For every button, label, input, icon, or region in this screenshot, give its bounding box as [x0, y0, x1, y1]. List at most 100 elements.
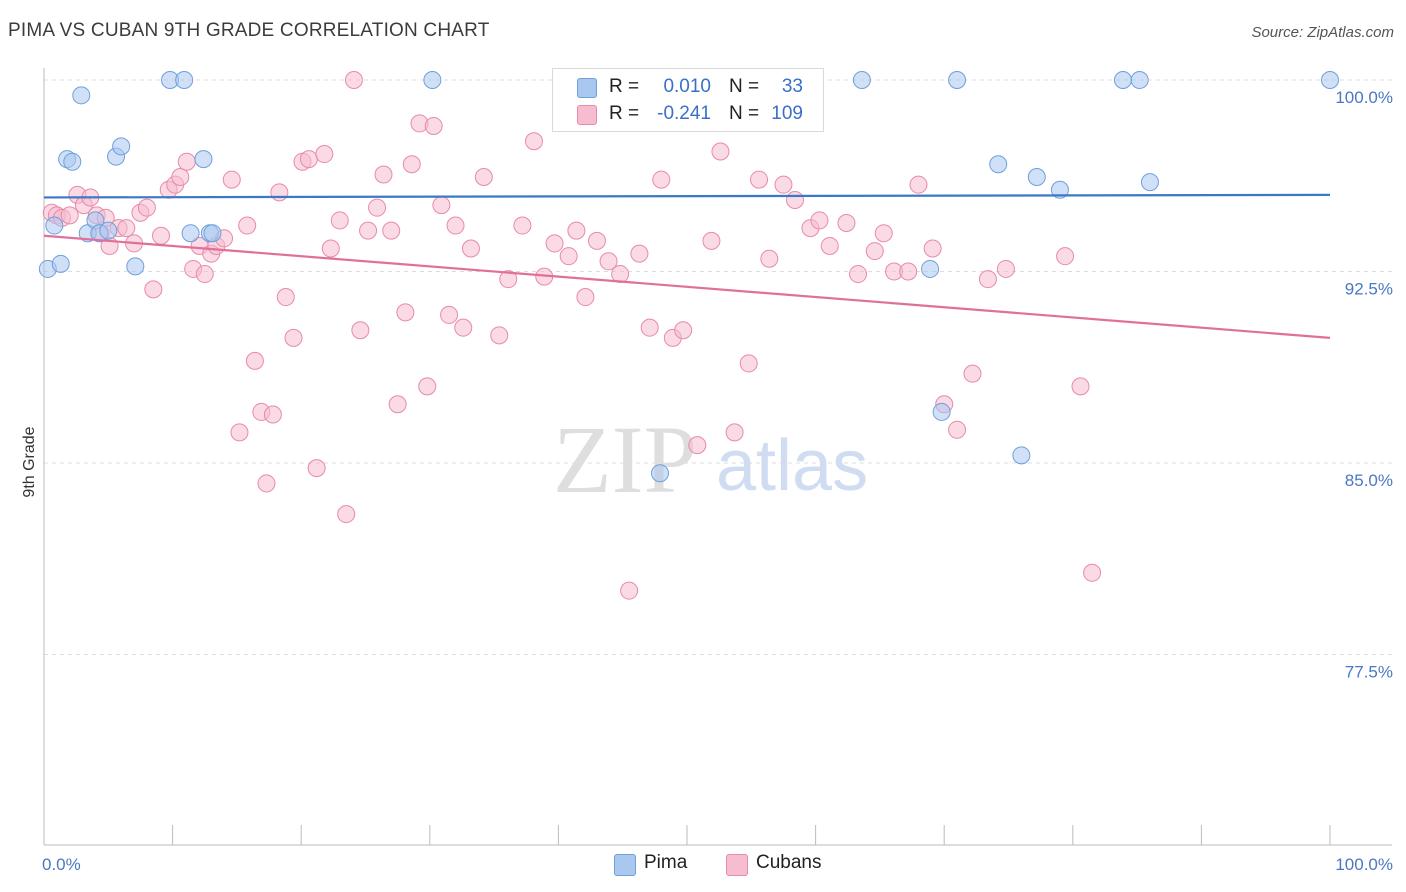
data-point-cubans — [837, 213, 856, 232]
data-point-cubans — [1083, 563, 1102, 582]
data-point-cubans — [849, 265, 868, 284]
data-point-cubans — [171, 168, 190, 187]
data-point-pima — [1012, 446, 1031, 465]
data-point-cubans — [276, 288, 295, 307]
data-point-pima — [99, 221, 118, 240]
legend-n-value: 33 — [781, 76, 803, 97]
data-point-pima — [63, 152, 82, 171]
data-point-cubans — [874, 224, 893, 243]
series-label-cubans: Cubans — [756, 852, 822, 873]
data-point-cubans — [640, 318, 659, 337]
data-point-pima — [948, 71, 967, 89]
data-point-cubans — [402, 155, 421, 174]
legend-r-value: 0.010 — [663, 76, 711, 97]
data-point-cubans — [424, 116, 443, 135]
data-point-cubans — [702, 231, 721, 250]
legend-row-pima: R = 0.010 N = 33 — [553, 73, 823, 101]
data-point-cubans — [652, 170, 671, 189]
data-point-pima — [45, 216, 64, 235]
data-point-pima — [650, 464, 669, 483]
y-tick-label: 92.5% — [1345, 280, 1393, 299]
data-point-cubans — [996, 259, 1015, 278]
data-point-pima — [921, 259, 940, 278]
legend-r-label: R = — [609, 103, 640, 124]
data-point-cubans — [774, 175, 793, 194]
data-point-cubans — [117, 219, 136, 238]
data-point-cubans — [739, 354, 758, 373]
data-points — [38, 71, 1339, 600]
data-point-pima — [112, 137, 131, 156]
data-point-cubans — [630, 244, 649, 263]
data-point-cubans — [490, 326, 509, 345]
data-point-cubans — [599, 252, 618, 271]
data-point-cubans — [1056, 247, 1075, 266]
axes — [43, 68, 1392, 846]
chart-title: PIMA VS CUBAN 9TH GRADE CORRELATION CHAR… — [8, 20, 490, 41]
series-label-pima: Pima — [644, 852, 688, 873]
data-point-pima — [1050, 180, 1069, 199]
data-point-cubans — [152, 226, 171, 245]
correlation-legend: R = 0.010 N = 33 R = -0.241 N = 109 — [552, 68, 824, 132]
data-point-cubans — [587, 231, 606, 250]
data-point-cubans — [760, 249, 779, 268]
data-point-cubans — [750, 170, 769, 189]
data-point-cubans — [461, 239, 480, 258]
legend-swatch-pima — [577, 78, 597, 98]
trend-lines — [43, 193, 1331, 339]
data-point-cubans — [820, 236, 839, 255]
data-point-cubans — [923, 239, 942, 258]
data-point-cubans — [567, 221, 586, 240]
data-point-pima — [1321, 71, 1339, 89]
data-point-cubans — [688, 436, 707, 455]
data-point-cubans — [382, 221, 401, 240]
data-point-cubans — [978, 270, 997, 289]
data-point-cubans — [559, 247, 578, 266]
data-point-cubans — [786, 191, 805, 210]
data-point-cubans — [524, 132, 543, 151]
trend-line-cubans — [43, 234, 1331, 339]
data-point-pima — [126, 257, 145, 276]
data-point-cubans — [351, 321, 370, 340]
data-point-cubans — [909, 175, 928, 194]
data-point-pima — [194, 150, 213, 169]
data-point-pima — [1140, 173, 1159, 192]
data-point-cubans — [725, 423, 744, 442]
data-point-cubans — [454, 318, 473, 337]
watermark-atlas: atlas — [716, 426, 868, 506]
data-point-cubans — [545, 234, 564, 253]
data-point-cubans — [330, 211, 349, 230]
data-point-cubans — [195, 265, 214, 284]
data-point-cubans — [576, 288, 595, 307]
series-swatch-cubans — [726, 854, 748, 876]
data-point-cubans — [810, 211, 829, 230]
data-point-cubans — [620, 581, 639, 600]
data-point-cubans — [711, 142, 730, 161]
series-swatch-pima — [614, 854, 636, 876]
data-point-cubans — [137, 198, 156, 217]
source-label: Source: ZipAtlas.com — [1251, 24, 1394, 41]
data-point-pima — [932, 402, 951, 421]
data-point-cubans — [440, 305, 459, 324]
data-point-cubans — [446, 216, 465, 235]
data-point-cubans — [674, 321, 693, 340]
data-point-pima — [989, 155, 1008, 174]
data-point-pima — [423, 71, 442, 89]
data-point-cubans — [299, 150, 318, 169]
data-point-cubans — [396, 303, 415, 322]
data-point-pima — [51, 254, 70, 273]
data-point-cubans — [499, 270, 518, 289]
data-point-cubans — [368, 198, 387, 217]
data-point-pima — [1130, 71, 1149, 89]
data-point-cubans — [257, 474, 276, 493]
data-point-cubans — [865, 242, 884, 261]
y-tick-label: 77.5% — [1345, 663, 1393, 682]
data-point-cubans — [222, 170, 241, 189]
data-point-cubans — [359, 221, 378, 240]
data-point-cubans — [307, 459, 326, 478]
data-point-cubans — [474, 168, 493, 187]
data-point-cubans — [238, 216, 257, 235]
data-point-cubans — [177, 152, 196, 171]
data-point-cubans — [315, 145, 334, 164]
data-point-cubans — [144, 280, 163, 299]
